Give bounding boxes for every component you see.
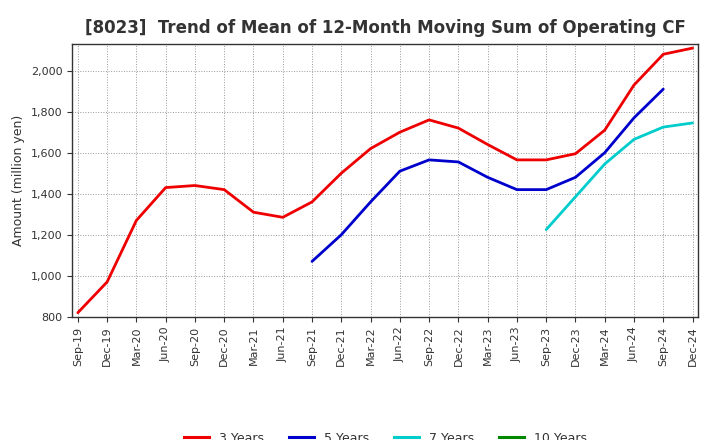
Title: [8023]  Trend of Mean of 12-Month Moving Sum of Operating CF: [8023] Trend of Mean of 12-Month Moving … xyxy=(85,19,685,37)
Y-axis label: Amount (million yen): Amount (million yen) xyxy=(12,115,25,246)
Legend: 3 Years, 5 Years, 7 Years, 10 Years: 3 Years, 5 Years, 7 Years, 10 Years xyxy=(179,427,592,440)
